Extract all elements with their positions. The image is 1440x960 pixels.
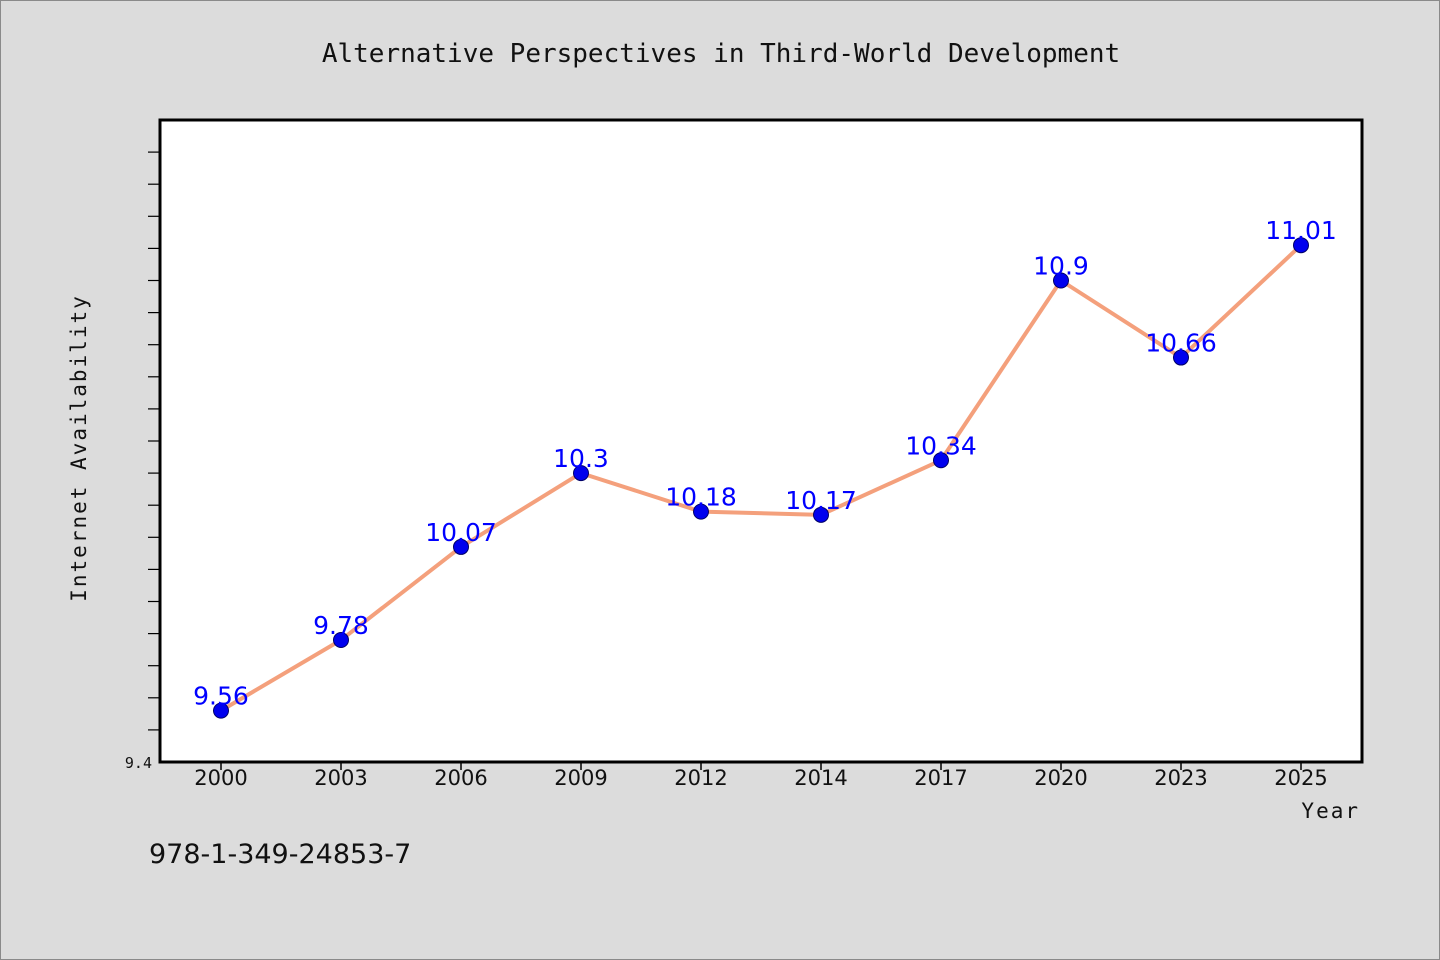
data-label: 10.3: [553, 444, 609, 473]
data-point: [573, 465, 589, 482]
series-line: [219, 243, 1303, 713]
data-point: [453, 538, 469, 555]
data-label: 10.66: [1145, 329, 1217, 358]
x-tick-label: 2020: [1034, 766, 1087, 790]
x-tick-label: 2014: [794, 766, 847, 790]
x-tick-label: 2003: [314, 766, 367, 790]
y-axis-label: Internet Availability: [67, 294, 91, 602]
x-tick-label: 2012: [674, 766, 727, 790]
data-point: [693, 503, 709, 520]
x-tick-label: 2017: [914, 766, 967, 790]
data-point: [1293, 237, 1309, 254]
plot-area: [158, 118, 1364, 764]
isbn-label: 978-1-349-24853-7: [149, 839, 411, 870]
data-label: 9.56: [193, 682, 249, 711]
y-axis-ticks: 9.4: [125, 151, 160, 772]
data-label: 10.07: [425, 518, 497, 547]
data-point: [813, 506, 829, 523]
x-tick-label: 2000: [194, 766, 247, 790]
x-tick-label: 2023: [1154, 766, 1207, 790]
series-group: 9.56 9.78 10.07 10.3 10.18 10.17 10.34 10.9 10.6…: [193, 216, 1337, 719]
data-label: 10.18: [665, 483, 737, 512]
chart-title: Alternative Perspectives in Third-World …: [322, 39, 1120, 69]
data-label: 9.78: [313, 611, 369, 640]
x-tick-label: 2025: [1274, 766, 1327, 790]
data-point: [1173, 349, 1189, 366]
data-label: 10.34: [905, 431, 977, 460]
x-tick-label: 2009: [554, 766, 607, 790]
x-axis-label: Year: [1301, 799, 1360, 823]
data-point: [213, 702, 229, 719]
x-tick-label: 2006: [434, 766, 487, 790]
data-point: [933, 452, 949, 469]
data-point: [333, 632, 349, 649]
data-point: [1053, 272, 1069, 289]
y-tick-label: 9.4: [125, 754, 152, 772]
data-label: 10.17: [785, 486, 857, 515]
x-axis-ticks: 2000 2003 2006 2009 2012 2014 2017 2020 2023 2025: [194, 762, 1328, 790]
data-label: 10.9: [1033, 252, 1089, 281]
data-label: 11.01: [1265, 216, 1337, 245]
